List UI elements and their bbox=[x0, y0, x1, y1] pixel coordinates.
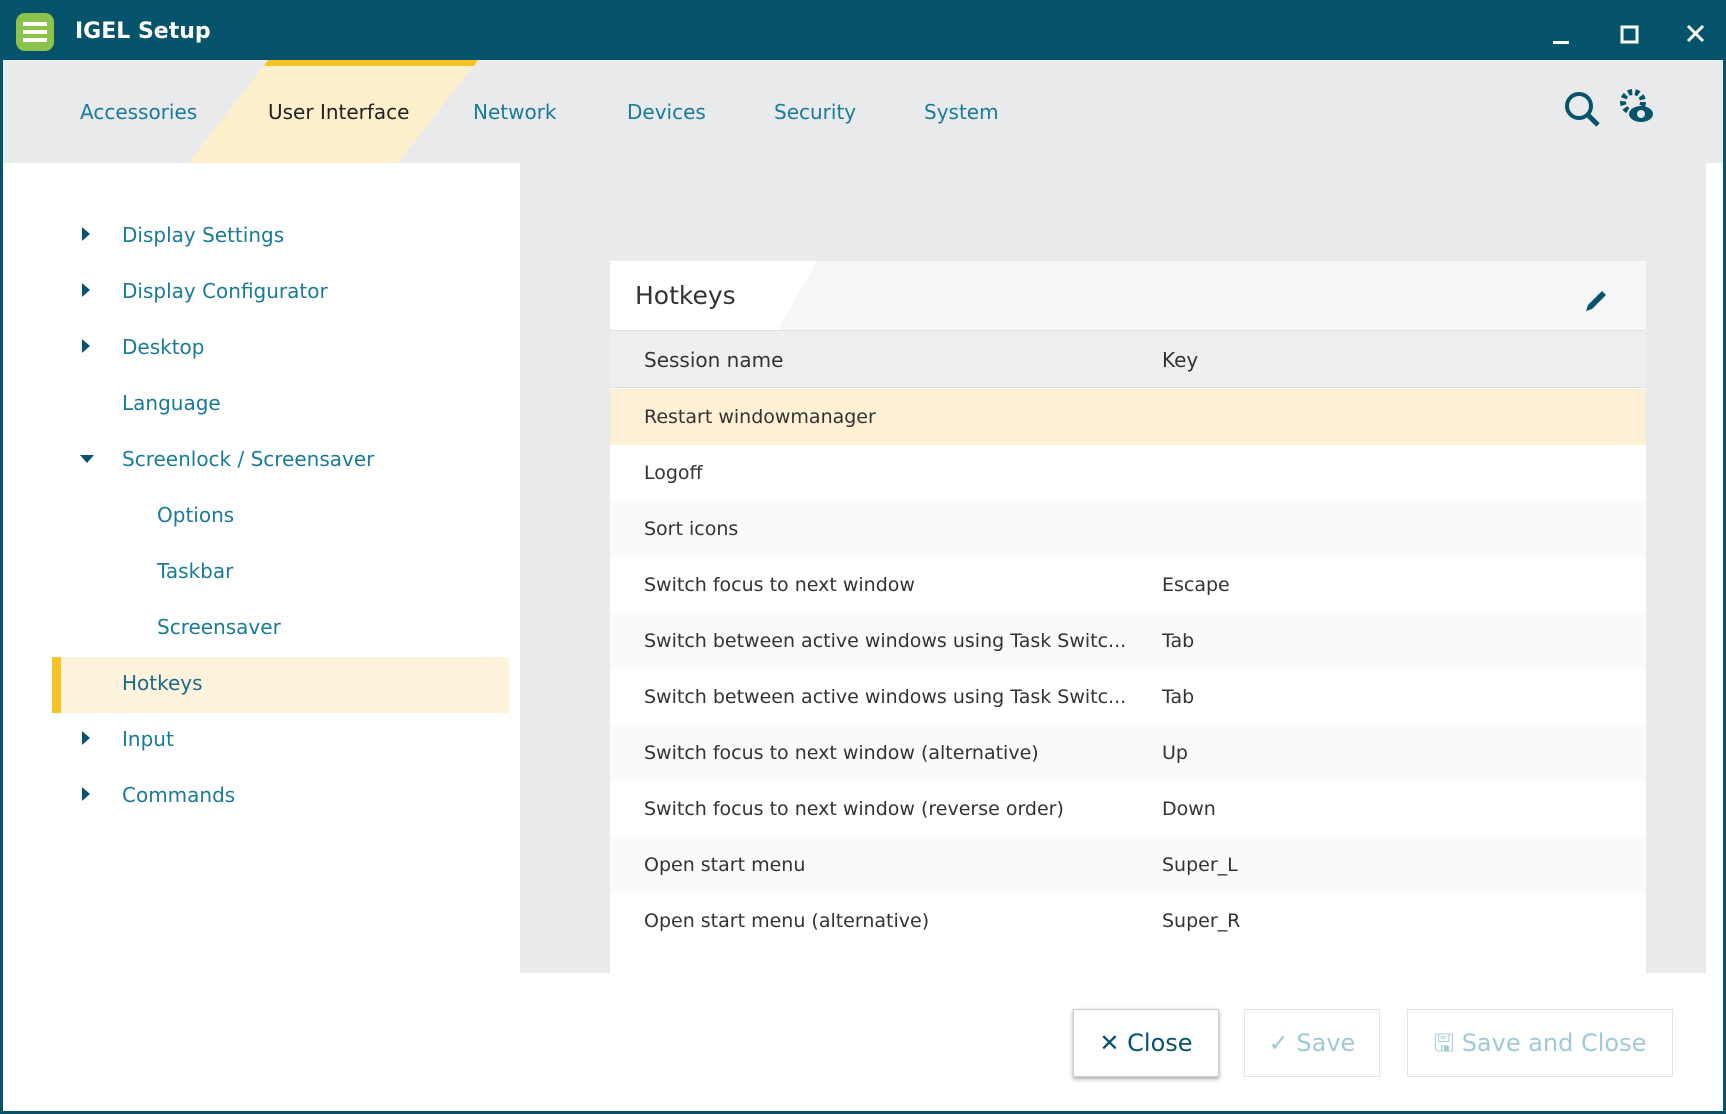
session-name: Logoff bbox=[644, 462, 703, 484]
table-row[interactable]: Switch focus to next window (reverse ord… bbox=[610, 781, 1646, 837]
tree-arrow[interactable] bbox=[82, 283, 90, 297]
table-row[interactable]: Sort icons bbox=[610, 501, 1646, 557]
save-close-button[interactable]: 🖫 Save and Close bbox=[1407, 1009, 1673, 1077]
table-row[interactable]: Open start menu (alternative) Super_R bbox=[610, 893, 1646, 949]
table-row[interactable]: Logoff bbox=[610, 445, 1646, 501]
column-header: Session name bbox=[644, 348, 784, 372]
table-row[interactable]: Switch between active windows using Task… bbox=[610, 669, 1646, 725]
button-label: Save and Close bbox=[1461, 1029, 1647, 1057]
tree-item[interactable]: Options bbox=[157, 503, 235, 527]
session-name: Switch between active windows using Task… bbox=[644, 630, 1127, 652]
tree-arrow[interactable] bbox=[82, 339, 90, 353]
card-header bbox=[610, 261, 1646, 331]
tree-item[interactable]: Desktop bbox=[122, 335, 205, 359]
app-icon bbox=[16, 13, 54, 51]
hotkey: Escape bbox=[1162, 574, 1230, 596]
table-row[interactable]: Restart windowmanager bbox=[610, 389, 1646, 445]
table-row[interactable]: Switch between active windows using Task… bbox=[610, 613, 1646, 669]
session-name: Switch between active windows using Task… bbox=[644, 686, 1127, 708]
hotkey: Tab bbox=[1162, 686, 1195, 708]
table-row[interactable]: Switch focus to next window Escape bbox=[610, 557, 1646, 613]
column-header: Key bbox=[1162, 348, 1199, 372]
tab[interactable]: Accessories bbox=[80, 100, 198, 124]
tree-item[interactable]: Display Configurator bbox=[122, 279, 328, 303]
button-label: Save bbox=[1296, 1029, 1356, 1057]
close-button[interactable]: ✕ Close bbox=[1073, 1009, 1219, 1077]
tree-arrow[interactable] bbox=[80, 455, 94, 463]
tree-item[interactable]: Screenlock / Screensaver bbox=[122, 447, 375, 471]
toolbar-icons[interactable] bbox=[1561, 86, 1671, 132]
tab[interactable]: Devices bbox=[627, 100, 706, 124]
hotkeys-card: Hotkeys Session name Key Restart windowm… bbox=[610, 261, 1646, 973]
session-name: Switch focus to next window bbox=[644, 574, 915, 596]
hotkey: Super_R bbox=[1162, 910, 1241, 932]
hotkey: Tab bbox=[1162, 630, 1195, 652]
card-title: Hotkeys bbox=[635, 281, 736, 310]
tree-item[interactable]: Hotkeys bbox=[122, 671, 203, 695]
tab-bar: Accessories User Interface Network Devic… bbox=[3, 60, 1723, 163]
tab[interactable]: User Interface bbox=[268, 100, 410, 124]
table-row[interactable]: Switch focus to next window (alternative… bbox=[610, 725, 1646, 781]
hotkey: Super_L bbox=[1162, 854, 1238, 876]
tree-arrow[interactable] bbox=[82, 227, 90, 241]
tree-item[interactable]: Commands bbox=[122, 783, 236, 807]
selected-item-bg bbox=[52, 657, 509, 713]
session-name: Open start menu (alternative) bbox=[644, 910, 930, 932]
button-label: Close bbox=[1127, 1029, 1193, 1057]
tab[interactable]: System bbox=[924, 100, 999, 124]
window-title: IGEL Setup bbox=[75, 19, 211, 44]
tree-arrow[interactable] bbox=[82, 787, 90, 801]
hotkey: Up bbox=[1162, 742, 1188, 764]
tab[interactable]: Network bbox=[473, 100, 557, 124]
session-name: Sort icons bbox=[644, 518, 739, 540]
tree-item[interactable]: Input bbox=[122, 727, 174, 751]
title-bar: IGEL Setup bbox=[3, 3, 1723, 60]
table-row[interactable]: Open start menu Super_L bbox=[610, 837, 1646, 893]
tree-item[interactable]: Language bbox=[122, 391, 221, 415]
session-name: Restart windowmanager bbox=[644, 406, 876, 428]
tree-item[interactable]: Display Settings bbox=[122, 223, 285, 247]
tree-item[interactable]: Screensaver bbox=[157, 615, 281, 639]
session-name: Switch focus to next window (alternative… bbox=[644, 742, 1039, 764]
tab[interactable]: Security bbox=[774, 100, 857, 124]
session-name: Switch focus to next window (reverse ord… bbox=[644, 798, 1064, 820]
table-header: Session name Key bbox=[610, 331, 1646, 388]
tree-item[interactable]: Taskbar bbox=[157, 559, 234, 583]
session-name: Open start menu bbox=[644, 854, 806, 876]
content-area: Hotkeys Session name Key Restart windowm… bbox=[520, 163, 1706, 973]
save-button[interactable]: ✓ Save bbox=[1244, 1009, 1380, 1077]
active-tab-bg bbox=[188, 60, 478, 163]
tree-arrow[interactable] bbox=[82, 731, 90, 745]
hotkey: Down bbox=[1162, 798, 1216, 820]
window-controls[interactable] bbox=[1543, 17, 1713, 51]
